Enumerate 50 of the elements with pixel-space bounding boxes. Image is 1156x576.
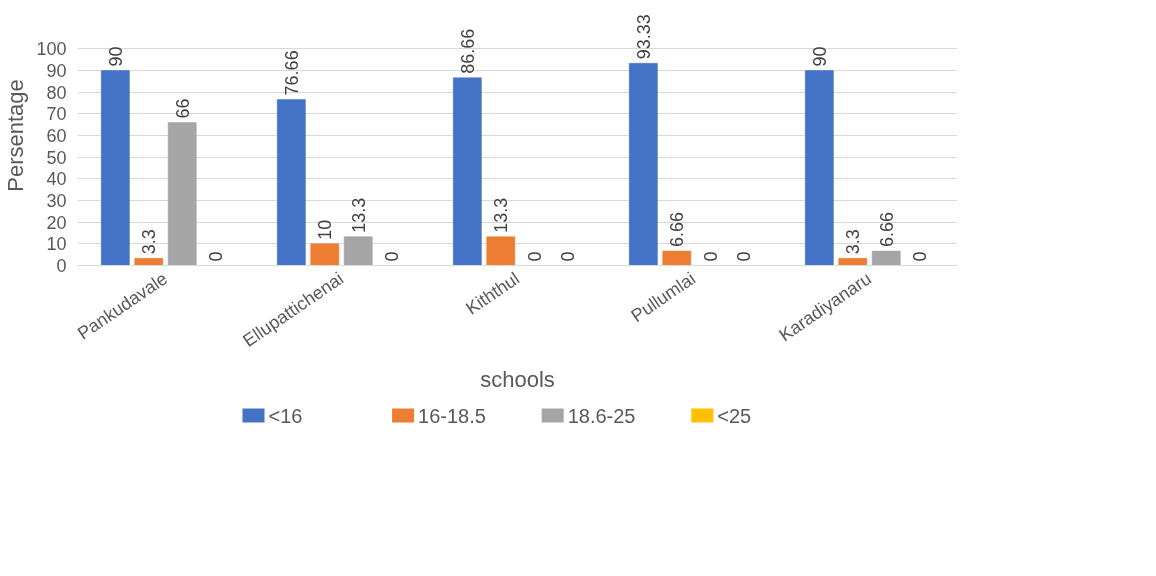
legend-label: <16 <box>268 404 303 427</box>
legend-label: <25 <box>717 404 752 427</box>
data-label: 90 <box>809 46 830 67</box>
data-label: 93.33 <box>633 14 654 60</box>
bar <box>167 122 197 266</box>
bar <box>629 63 658 266</box>
bar <box>838 258 868 266</box>
y-tick-label: 90 <box>46 61 67 81</box>
y-tick-label: 60 <box>46 126 67 146</box>
y-tick-label: 0 <box>56 256 67 276</box>
y-tick-label: 70 <box>46 104 67 125</box>
bar <box>805 70 834 266</box>
bar <box>343 236 373 266</box>
data-label: 3.3 <box>843 229 864 255</box>
data-label: 0 <box>382 251 403 262</box>
bar <box>486 236 516 266</box>
bar <box>277 99 306 266</box>
data-label: 90 <box>105 46 126 67</box>
y-tick-label: 10 <box>46 234 67 255</box>
data-label: 13.3 <box>348 197 369 233</box>
data-label: 3.3 <box>139 229 160 255</box>
data-label: 0 <box>910 251 931 262</box>
bar <box>310 243 340 266</box>
data-label: 0 <box>734 251 755 262</box>
data-label: 0 <box>558 251 579 262</box>
data-label: 6.66 <box>667 212 688 248</box>
legend-label: 18.6-25 <box>567 404 636 427</box>
y-tick-label: 80 <box>46 82 67 103</box>
data-label: 10 <box>315 219 336 240</box>
y-axis-title: Persentage <box>3 79 29 192</box>
y-tick-label: 100 <box>36 39 67 60</box>
y-tick-label: 20 <box>46 212 67 233</box>
data-label: 0 <box>700 251 721 262</box>
bar <box>134 258 164 266</box>
data-label: 76.66 <box>281 50 302 96</box>
y-tick-label: 50 <box>46 147 67 168</box>
data-label: 6.66 <box>876 212 897 248</box>
x-axis-title: schools <box>480 367 555 393</box>
bar <box>871 250 901 266</box>
data-label: 13.3 <box>491 197 512 233</box>
data-label: 0 <box>206 251 227 262</box>
data-label: 0 <box>524 251 545 262</box>
data-label: 66 <box>172 98 193 119</box>
y-tick-label: 30 <box>46 191 67 211</box>
legend-label: 16-18.5 <box>418 404 486 427</box>
bar <box>453 77 482 266</box>
bar <box>101 70 130 266</box>
data-label: 86.66 <box>457 28 478 74</box>
y-tick-label: 40 <box>46 169 67 190</box>
bar <box>662 250 692 266</box>
